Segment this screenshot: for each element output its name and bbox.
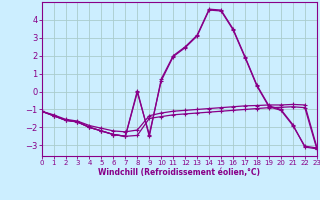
X-axis label: Windchill (Refroidissement éolien,°C): Windchill (Refroidissement éolien,°C): [98, 168, 260, 177]
